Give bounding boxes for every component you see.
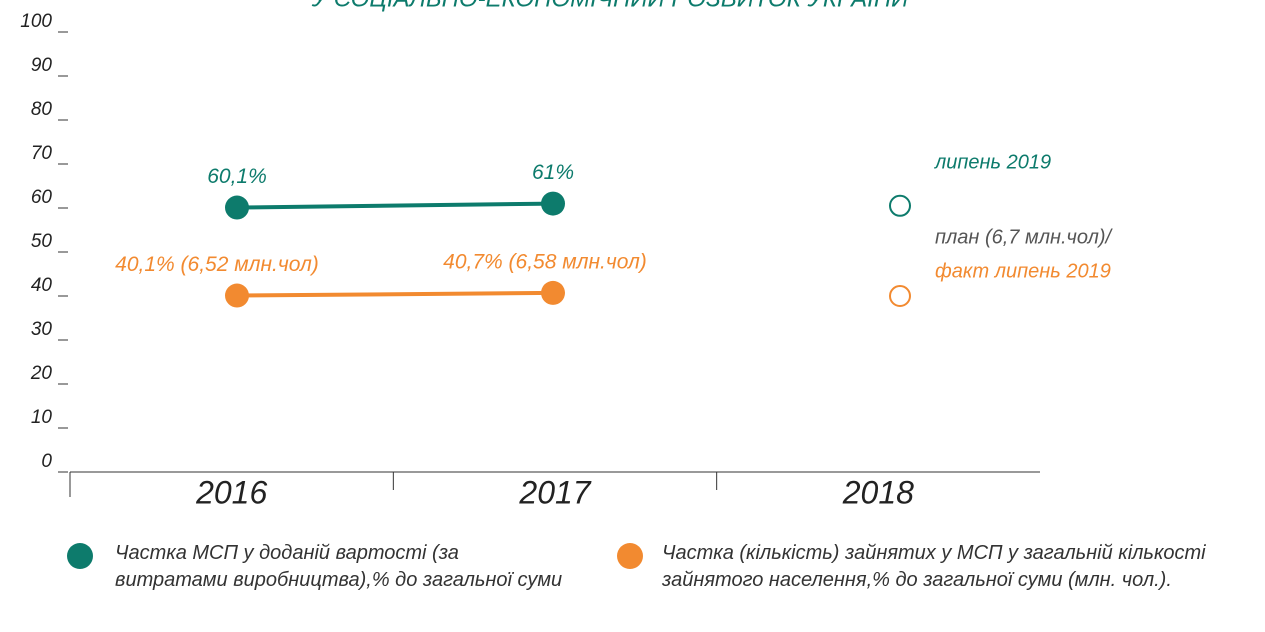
- hollow-point: [889, 194, 911, 217]
- y-tick-label: 100: [20, 11, 52, 32]
- point: [225, 195, 249, 220]
- point: [225, 283, 249, 308]
- y-tick-label: 70: [31, 143, 53, 164]
- series-line: [236, 290, 554, 298]
- legend-label: Частка МСП у доданій вартості (за витрат…: [115, 542, 563, 591]
- y-tick-label: 90: [31, 55, 53, 76]
- point: [541, 191, 565, 216]
- x-tick-label: 2017: [518, 474, 591, 510]
- annotation: план (6,7 млн.чол)/: [935, 226, 1114, 248]
- x-tick-label: 2018: [842, 474, 914, 510]
- y-tick-label: 80: [31, 99, 53, 120]
- y-tick-label: 20: [30, 363, 53, 384]
- y-tick-label: 0: [41, 451, 52, 472]
- y-tick-label: 50: [31, 231, 53, 252]
- legend-swatch: [617, 543, 643, 569]
- data-label: 40,7% (6,58 млн.чол): [443, 250, 647, 273]
- y-tick-label: 10: [31, 407, 53, 428]
- annotation: липень 2019: [934, 151, 1051, 173]
- data-label: 40,1% (6,52 млн.чол): [115, 253, 319, 276]
- data-label: 60,1%: [207, 165, 267, 188]
- legend-swatch: [67, 543, 93, 569]
- y-tick-label: 40: [31, 275, 53, 296]
- y-tick-label: 60: [31, 187, 53, 208]
- annotation: факт липень 2019: [935, 260, 1111, 282]
- series-line: [236, 201, 554, 210]
- legend-label: Частка (кількість) зайнятих у МСП у зага…: [662, 542, 1206, 591]
- data-label: 61%: [532, 161, 574, 184]
- hollow-point: [889, 285, 911, 307]
- point: [541, 280, 565, 305]
- chart-title: У СОЦІАЛЬНО-ЕКОНОМІЧНИЙ РОЗВИТОК УКРАЇНИ: [311, 0, 909, 12]
- y-tick-label: 30: [31, 319, 53, 340]
- x-tick-label: 2016: [195, 474, 267, 510]
